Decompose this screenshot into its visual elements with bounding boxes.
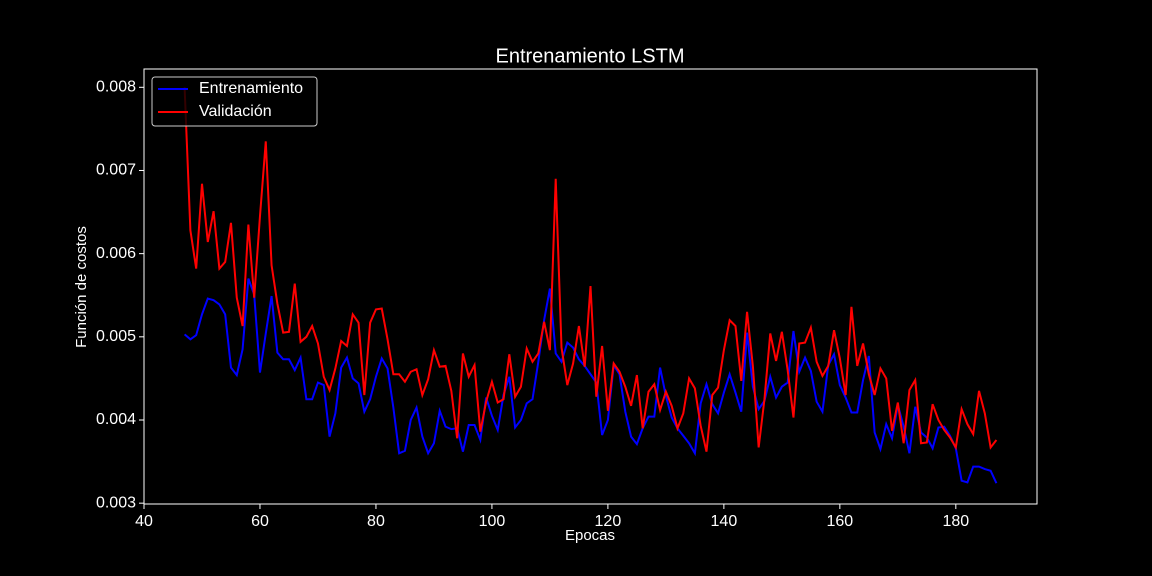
line-series [183,278,998,484]
x-axis-label: Epocas [565,527,615,544]
y-tick-label: 0.006 [96,245,136,262]
plot-frame [143,68,1038,505]
y-axis-label: Función de costos [73,226,90,348]
x-tick-label: 60 [251,513,269,530]
y-tick-label: 0.007 [96,162,136,179]
x-tick-label: 40 [135,513,153,530]
x-tick-label: 160 [826,513,853,530]
legend-box [151,76,318,127]
chart-title: Entrenamiento LSTM [496,45,685,67]
x-tick-label: 120 [595,513,622,530]
x-tick-label: 140 [711,513,738,530]
x-tick-label: 80 [367,513,385,530]
legend-label: Validación [199,103,272,120]
line-series [183,87,998,452]
y-tick-label: 0.005 [96,328,136,345]
y-tick-label: 0.008 [96,79,136,96]
y-tick-label: 0.003 [96,494,136,511]
y-tick-label: 0.004 [96,411,136,428]
legend-label: Entrenamiento [199,80,303,97]
x-tick-label: 180 [942,513,969,530]
x-tick-label: 100 [479,513,506,530]
